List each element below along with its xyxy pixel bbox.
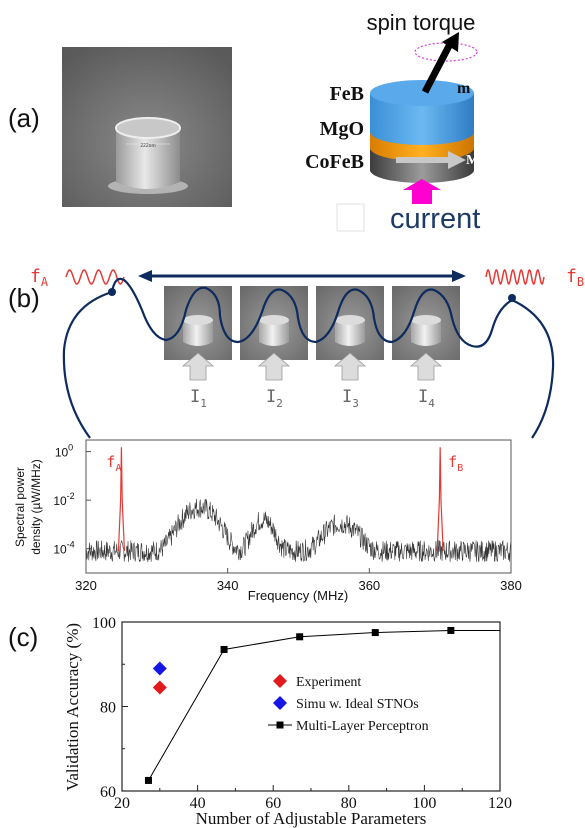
- drive-peak-1: [117, 447, 126, 552]
- panel-b-schematic: fA fB I1 I2 I3: [30, 266, 584, 439]
- sem-image: 222nm: [62, 47, 232, 207]
- experiment-point: [152, 680, 167, 695]
- current-arrow-4: I4: [409, 352, 443, 410]
- rf-arrow-left: [138, 270, 152, 282]
- wave-fA: [65, 269, 125, 285]
- sem-scale-text: 222nm: [140, 143, 155, 149]
- simu-point: [152, 661, 167, 676]
- accuracy-xlabel: Number of Adjustable Parameters: [196, 809, 427, 828]
- spectrum-ylabel-line1: Spectral power: [13, 467, 27, 547]
- stno-tile-2: [240, 286, 308, 360]
- spectrum-xlabel: Frequency (MHz): [248, 588, 348, 603]
- current-box: [336, 203, 365, 232]
- legend-label-0: Experiment: [296, 675, 361, 690]
- fA-label: fA: [30, 266, 49, 289]
- legend-marker-mlp: [276, 721, 284, 729]
- accuracy-plot-frame: [121, 621, 501, 792]
- accuracy-xtick-label: 100: [412, 795, 436, 812]
- node-left: [108, 288, 116, 296]
- node-right: [508, 294, 516, 302]
- spectrum-annotation-fA: fA: [106, 453, 121, 474]
- fB-label: fB: [566, 266, 584, 289]
- spectrum-xtick-label: 320: [75, 578, 97, 593]
- spin-torque-label: spin torque: [367, 10, 476, 35]
- mlp-point: [371, 629, 379, 637]
- layer-label-cofeb: CoFeB: [305, 151, 364, 173]
- current-arrow-2: I2: [257, 352, 291, 410]
- mlp-line: [148, 629, 500, 781]
- accuracy-ylabel: Validation Accuracy (%): [63, 623, 82, 791]
- spectrum-xtick-label: 380: [500, 578, 522, 593]
- legend-marker-simu: [273, 696, 287, 710]
- return-wire-right: [511, 299, 555, 439]
- drive-peak-2: [436, 447, 444, 552]
- accuracy-xtick-label: 60: [265, 795, 281, 812]
- svg-text:I4: I4: [418, 387, 435, 410]
- stno-tile-4: [392, 286, 460, 360]
- series-wire: [110, 277, 513, 348]
- panel-label-b: (b): [8, 283, 40, 313]
- accuracy-xtick-label: 20: [114, 795, 130, 812]
- wave-fB: [485, 269, 545, 285]
- spectrum-xtick-label: 360: [358, 578, 380, 593]
- spectrum-chart: 320 340 360 380 100 10-2 10-4 fA fB Frequency (…: [13, 439, 522, 603]
- accuracy-xtick-label: 80: [341, 795, 357, 812]
- stno-tile-3: [316, 286, 384, 360]
- panel-label-c: (c): [8, 622, 39, 652]
- panel-label-a: (a): [8, 103, 40, 133]
- accuracy-chart: 20 40 60 80 100 120 60 80 100 Experiment Simu w. …: [63, 615, 512, 828]
- accuracy-ytick-label: 100: [92, 615, 116, 632]
- current-arrow: [403, 179, 441, 204]
- rf-arrow-right: [452, 270, 466, 282]
- spectrum-ytick-label: 10-4: [53, 540, 74, 557]
- accuracy-ytick-label: 60: [100, 784, 116, 801]
- mtj-stack: [336, 32, 478, 232]
- spectrum-ylabel-line2: density (µW/MHz): [29, 459, 43, 555]
- accuracy-xtick-label: 40: [190, 795, 206, 812]
- svg-text:I2: I2: [266, 387, 283, 410]
- panel-a-figure: 222nm spin torque FeB MgO CoFeB m M curr…: [62, 10, 480, 235]
- mlp-point: [296, 633, 304, 641]
- spectrum-ytick-label: 100: [55, 443, 73, 460]
- M-label: M: [466, 153, 479, 168]
- M-arrow: [396, 151, 466, 169]
- spectrum-xtick-label: 340: [217, 578, 239, 593]
- spectrum-annotation-fB: fB: [448, 453, 463, 474]
- legend-label-2: Multi-Layer Perceptron: [296, 719, 429, 734]
- m-label: m: [457, 80, 471, 97]
- svg-text:I3: I3: [342, 387, 359, 410]
- legend-marker-experiment: [273, 674, 287, 688]
- mlp-point: [144, 776, 152, 784]
- spectrum-ytick-label: 10-2: [53, 491, 74, 508]
- accuracy-xtick-label: 120: [488, 795, 512, 812]
- current-arrow-3: I3: [333, 352, 367, 410]
- mlp-point: [447, 626, 455, 634]
- return-wire-left: [62, 290, 113, 439]
- layer-label-mgo: MgO: [320, 118, 364, 140]
- accuracy-ytick-label: 80: [100, 700, 116, 717]
- current-arrow-1: I1: [181, 352, 215, 410]
- legend-label-1: Simu w. Ideal STNOs: [296, 697, 419, 712]
- svg-text:I1: I1: [190, 387, 207, 410]
- layer-label-feb: FeB: [330, 83, 364, 105]
- m-arrow: [421, 42, 454, 94]
- current-label: current: [390, 203, 480, 235]
- mlp-point: [220, 645, 228, 653]
- spectrum-noise-trace: [85, 498, 512, 563]
